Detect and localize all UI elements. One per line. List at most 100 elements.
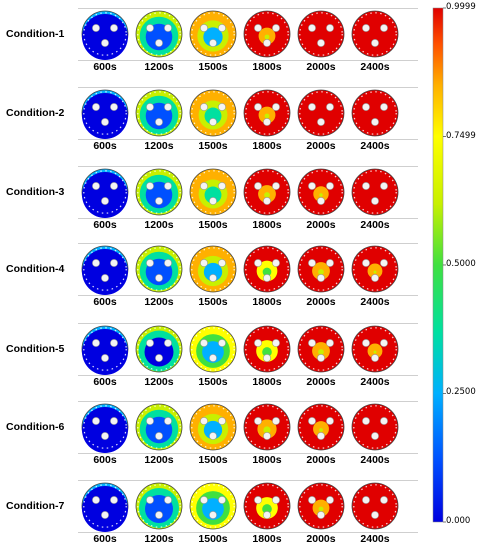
- rod-marker: [101, 118, 109, 126]
- rod-marker: [110, 417, 118, 425]
- rod-marker: [263, 197, 271, 205]
- perimeter-ring: [353, 91, 397, 135]
- core-zone: [319, 428, 323, 432]
- rod-marker: [254, 339, 262, 347]
- contour-disk: [351, 325, 399, 373]
- time-label: 1200s: [144, 296, 174, 308]
- perimeter-ring: [245, 170, 289, 214]
- time-label: 1500s: [198, 61, 228, 73]
- rod-marker: [101, 197, 109, 205]
- contour-disk: [81, 245, 129, 295]
- contour-disk: [135, 89, 183, 137]
- core-zone: [373, 350, 377, 354]
- contour-disk: [297, 168, 345, 216]
- perimeter-ring: [245, 484, 289, 528]
- perimeter-ring: [191, 91, 235, 135]
- perimeter-ring: [137, 12, 181, 56]
- contour-disk: [81, 325, 129, 375]
- contour-disk: [351, 482, 399, 530]
- perimeter-ring: [353, 484, 397, 528]
- condition-label: Condition-7: [6, 500, 65, 512]
- perimeter-ring: [353, 247, 397, 291]
- rod-marker: [164, 182, 172, 190]
- rod-marker: [380, 103, 388, 111]
- contour-disk: [189, 482, 237, 530]
- colorbar: [432, 7, 444, 523]
- time-label: 600s: [93, 376, 117, 388]
- contour-disk: [351, 168, 399, 216]
- rod-marker: [308, 24, 316, 32]
- contour-disk: [135, 245, 183, 293]
- contour-disk: [351, 89, 399, 137]
- row-guide-line: [78, 375, 418, 376]
- time-label: 1500s: [198, 296, 228, 308]
- core-zone: [203, 262, 223, 282]
- rod-marker: [92, 103, 100, 111]
- rod-marker: [371, 354, 379, 362]
- contour-disk: [189, 403, 237, 451]
- rod-marker: [209, 432, 217, 440]
- time-label: 2000s: [306, 454, 336, 466]
- contour-disk: [351, 10, 399, 58]
- time-label: 1200s: [144, 61, 174, 73]
- time-label: 1800s: [252, 140, 282, 152]
- rod-marker: [155, 354, 163, 362]
- time-label: 2400s: [360, 533, 390, 545]
- disk-boundary: [351, 89, 399, 137]
- contour-disk: [189, 168, 237, 216]
- rod-marker: [362, 496, 370, 504]
- time-label: 2400s: [360, 61, 390, 73]
- time-label: 600s: [93, 454, 117, 466]
- condition-label: Condition-5: [6, 343, 65, 355]
- rod-marker: [218, 182, 226, 190]
- contour-disk: [81, 168, 129, 218]
- perimeter-ring: [353, 405, 397, 449]
- core-zone: [203, 27, 223, 47]
- rod-marker: [380, 339, 388, 347]
- time-label: 600s: [93, 219, 117, 231]
- time-label: 1800s: [252, 376, 282, 388]
- perimeter-ring: [245, 247, 289, 291]
- time-label: 600s: [93, 533, 117, 545]
- rod-marker: [155, 432, 163, 440]
- core-zone: [318, 349, 324, 355]
- time-label: 2400s: [360, 140, 390, 152]
- rod-marker: [209, 354, 217, 362]
- core-zone: [318, 506, 324, 512]
- rod-marker: [254, 259, 262, 267]
- time-label: 1500s: [198, 533, 228, 545]
- rod-marker: [254, 103, 262, 111]
- perimeter-ring: [83, 327, 127, 371]
- rod-marker: [254, 496, 262, 504]
- rod-marker: [326, 24, 334, 32]
- rod-marker: [272, 24, 280, 32]
- rod-marker: [200, 417, 208, 425]
- contour-disk: [297, 325, 345, 373]
- rod-marker: [263, 39, 271, 47]
- rod-marker: [164, 339, 172, 347]
- rod-marker: [110, 24, 118, 32]
- rod-marker: [164, 103, 172, 111]
- time-label: 600s: [93, 140, 117, 152]
- rod-marker: [371, 274, 379, 282]
- time-label: 2400s: [360, 219, 390, 231]
- contour-disk: [243, 89, 291, 137]
- rod-marker: [326, 417, 334, 425]
- rod-marker: [209, 39, 217, 47]
- rod-marker: [218, 339, 226, 347]
- rod-marker: [326, 182, 334, 190]
- row-guide-line: [78, 166, 418, 167]
- time-label: 2000s: [306, 533, 336, 545]
- colorbar-tick-label: 0.9999: [446, 2, 476, 12]
- rod-marker: [308, 103, 316, 111]
- colorbar-tick-label: 0.000: [446, 516, 471, 526]
- rod-marker: [362, 259, 370, 267]
- rod-marker: [326, 103, 334, 111]
- rod-marker: [155, 39, 163, 47]
- perimeter-ring: [299, 405, 343, 449]
- rod-marker: [362, 103, 370, 111]
- time-label: 1800s: [252, 61, 282, 73]
- core-zone: [262, 347, 272, 357]
- time-label: 1800s: [252, 454, 282, 466]
- rod-marker: [254, 417, 262, 425]
